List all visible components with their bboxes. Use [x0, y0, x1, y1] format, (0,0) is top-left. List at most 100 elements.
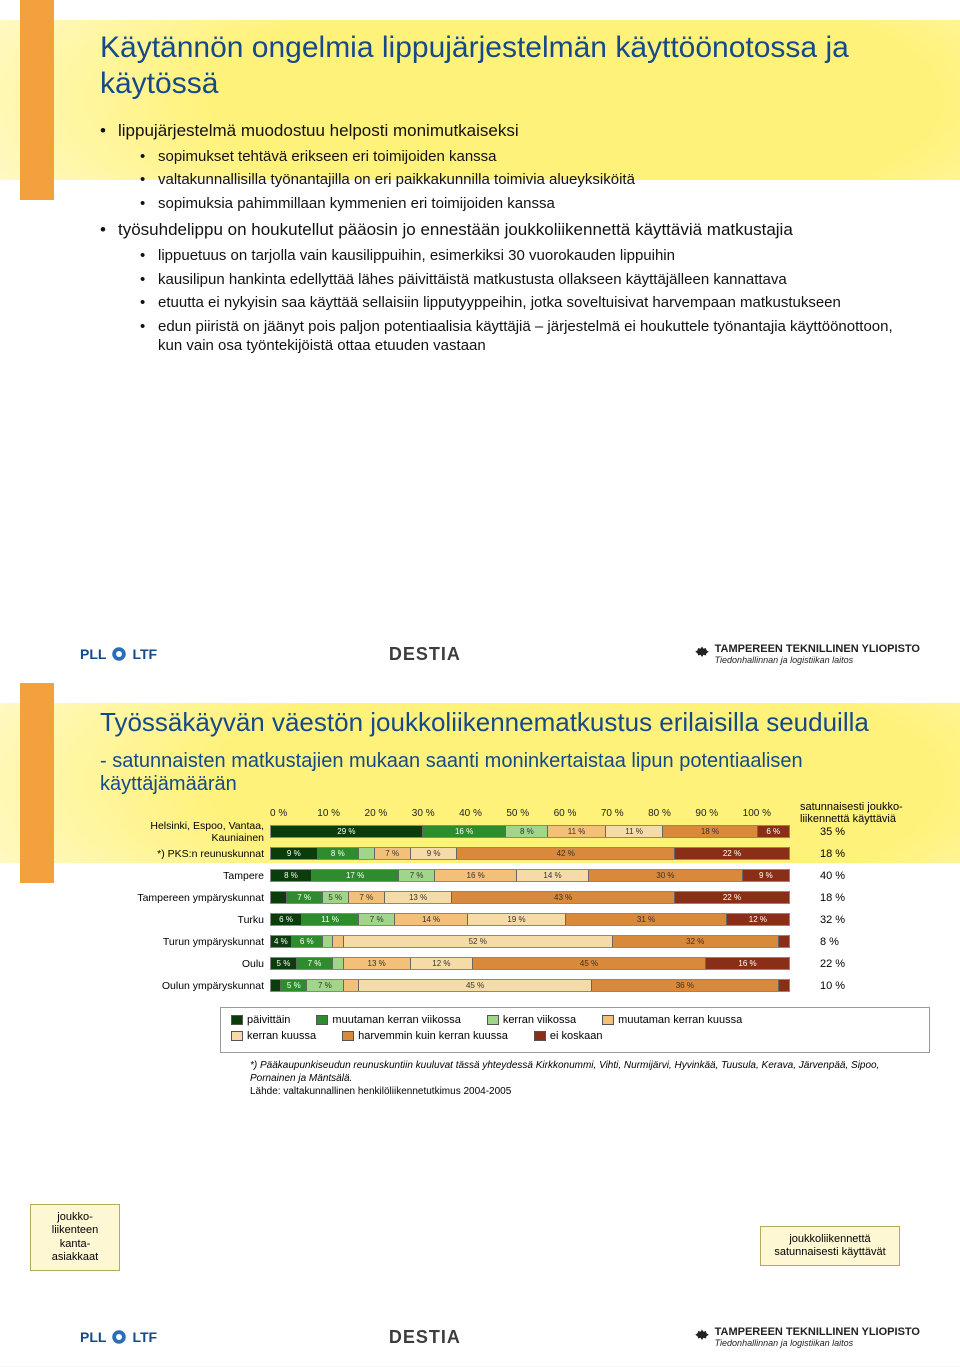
legend-swatch [487, 1015, 499, 1025]
legend-swatch [316, 1015, 328, 1025]
bar-segment: 5 % [271, 958, 297, 969]
bar-row: Helsinki, Espoo, Vantaa, Kauniainen29 %1… [100, 822, 920, 841]
legend-item: kerran viikossa [487, 1014, 576, 1026]
slide2-content: Työssäkäyvän väestön joukkoliikennematku… [100, 707, 920, 1098]
bar-track: 8 %17 %7 %16 %14 %30 %9 % [270, 869, 790, 882]
logo-destia: DESTIA [389, 644, 461, 665]
bar-segment: 43 % [452, 892, 675, 903]
bar-segment: 9 % [743, 870, 789, 881]
bar-segment [333, 936, 343, 947]
bar-segment: 5 % [323, 892, 349, 903]
sub-bullet: kausilipun hankinta edellyttää lähes päi… [140, 270, 920, 290]
bar-segment: 7 % [349, 892, 385, 903]
gear-icon [110, 645, 128, 663]
axis-tick: 60 % [554, 808, 601, 819]
bar-segment: 16 % [706, 958, 789, 969]
bar-extra-value: 22 % [790, 958, 910, 970]
bar-segment: 8 % [506, 826, 548, 837]
legend-label: harvemmin kuin kerran kuussa [358, 1030, 508, 1042]
bar-extra-value: 18 % [790, 848, 910, 860]
bar-extra-value: 32 % [790, 914, 910, 926]
bar-segment: 42 % [457, 848, 675, 859]
legend-swatch [602, 1015, 614, 1025]
bar-segment: 30 % [589, 870, 743, 881]
bar-segment: 12 % [411, 958, 473, 969]
bar-segment: 45 % [473, 958, 706, 969]
bar-track: 5 %7 %45 %36 % [270, 979, 790, 992]
logo-tut: TAMPEREEN TEKNILLINEN YLIOPISTO Tiedonha… [693, 643, 920, 665]
gear-icon [693, 645, 711, 663]
bar-segment: 45 % [359, 980, 592, 991]
footnote: *) Pääkaupunkiseudun reunuskuntiin kuulu… [250, 1059, 920, 1098]
axis-tick: 80 % [648, 808, 695, 819]
gear-icon [693, 1328, 711, 1346]
bar-label: Oulun ympäryskunnat [100, 980, 270, 992]
bar-segment: 52 % [344, 936, 613, 947]
bar-segment [779, 980, 789, 991]
bar-segment: 7 % [287, 892, 323, 903]
bar-track: 4 %6 %52 %32 % [270, 935, 790, 948]
bar-segment: 7 % [359, 914, 395, 925]
sub-bullet: etuutta ei nykyisin saa käyttää sellaisi… [140, 293, 920, 313]
bar-segment: 16 % [435, 870, 517, 881]
axis-tick: 70 % [601, 808, 648, 819]
logo-destia: DESTIA [389, 1327, 461, 1348]
legend-label: ei koskaan [550, 1030, 603, 1042]
bar-segment: 6 % [271, 914, 302, 925]
bar-label: Tampere [100, 870, 270, 882]
sub-bullet: valtakunnallisilla työnantajilla on eri … [140, 170, 920, 190]
bar-segment: 13 % [344, 958, 411, 969]
bar-extra-value: 40 % [790, 870, 910, 882]
bar-segment: 11 % [548, 826, 606, 837]
bar-segment: 16 % [423, 826, 507, 837]
bar-segment: 11 % [606, 826, 664, 837]
slide2-subtitle: - satunnaisten matkustajien mukaan saant… [100, 750, 920, 796]
bullet: työsuhdelippu on houkutellut pääosin jo … [100, 219, 920, 355]
legend-item: harvemmin kuin kerran kuussa [342, 1030, 508, 1042]
bar-segment: 13 % [385, 892, 452, 903]
bar-row: Oulu5 %7 %13 %12 %45 %16 %22 % [100, 954, 920, 973]
legend-item: muutaman kerran viikossa [316, 1014, 460, 1026]
bar-segment: 31 % [566, 914, 727, 925]
extra-column-header: satunnaisesti joukko-liikennettä käyttäv… [790, 801, 920, 825]
bar-segment [323, 936, 333, 947]
axis-tick: 40 % [459, 808, 506, 819]
logo-tut: TAMPEREEN TEKNILLINEN YLIOPISTO Tiedonha… [693, 1326, 920, 1348]
bar-extra-value: 18 % [790, 892, 910, 904]
callout-left: joukko-liikenteen kanta-asiakkaat [30, 1204, 120, 1271]
bar-segment: 9 % [411, 848, 458, 859]
bar-segment [779, 936, 789, 947]
bar-row: Tampere8 %17 %7 %16 %14 %30 %9 %40 % [100, 866, 920, 885]
callout-right: joukkoliikennettä satunnaisesti käyttävä… [760, 1226, 900, 1266]
slide1-title: Käytännön ongelmia lippujärjestelmän käy… [100, 30, 920, 102]
legend-swatch [534, 1031, 546, 1041]
bar-label: Tampereen ympäryskunnat [100, 892, 270, 904]
axis-tick: 90 % [695, 808, 742, 819]
axis-tick: 30 % [412, 808, 459, 819]
bar-segment: 11 % [302, 914, 359, 925]
sub-bullet: edun piiristä on jäänyt pois paljon pote… [140, 317, 920, 356]
axis-tick: 10 % [317, 808, 364, 819]
bar-label: Turun ympäryskunnat [100, 936, 270, 948]
bar-segment: 14 % [395, 914, 468, 925]
bar-segment: 17 % [312, 870, 399, 881]
bar-segment: 22 % [675, 892, 789, 903]
legend-label: kerran viikossa [503, 1014, 576, 1026]
bar-row: Turku6 %11 %7 %14 %19 %31 %12 %32 % [100, 910, 920, 929]
axis-tick: 100 % [743, 808, 790, 819]
legend-swatch [342, 1031, 354, 1041]
axis-tick: 20 % [365, 808, 412, 819]
legend-swatch [231, 1031, 243, 1041]
bar-extra-value: 35 % [790, 826, 910, 838]
bar-row: Tampereen ympäryskunnat7 %5 %7 %13 %43 %… [100, 888, 920, 907]
bar-label: Helsinki, Espoo, Vantaa, Kauniainen [100, 820, 270, 844]
bar-extra-value: 8 % [790, 936, 910, 948]
bar-segment: 7 % [375, 848, 411, 859]
bar-segment: 4 % [271, 936, 292, 947]
bar-row: Turun ympäryskunnat4 %6 %52 %32 %8 % [100, 932, 920, 951]
bar-track: 29 %16 %8 %11 %11 %18 %6 % [270, 825, 790, 838]
bar-segment: 6 % [292, 936, 323, 947]
stacked-bar-chart: 0 %10 %20 %30 %40 %50 %60 %70 %80 %90 %1… [100, 806, 920, 995]
legend-label: kerran kuussa [247, 1030, 316, 1042]
slide1-content: Käytännön ongelmia lippujärjestelmän käy… [100, 30, 920, 362]
